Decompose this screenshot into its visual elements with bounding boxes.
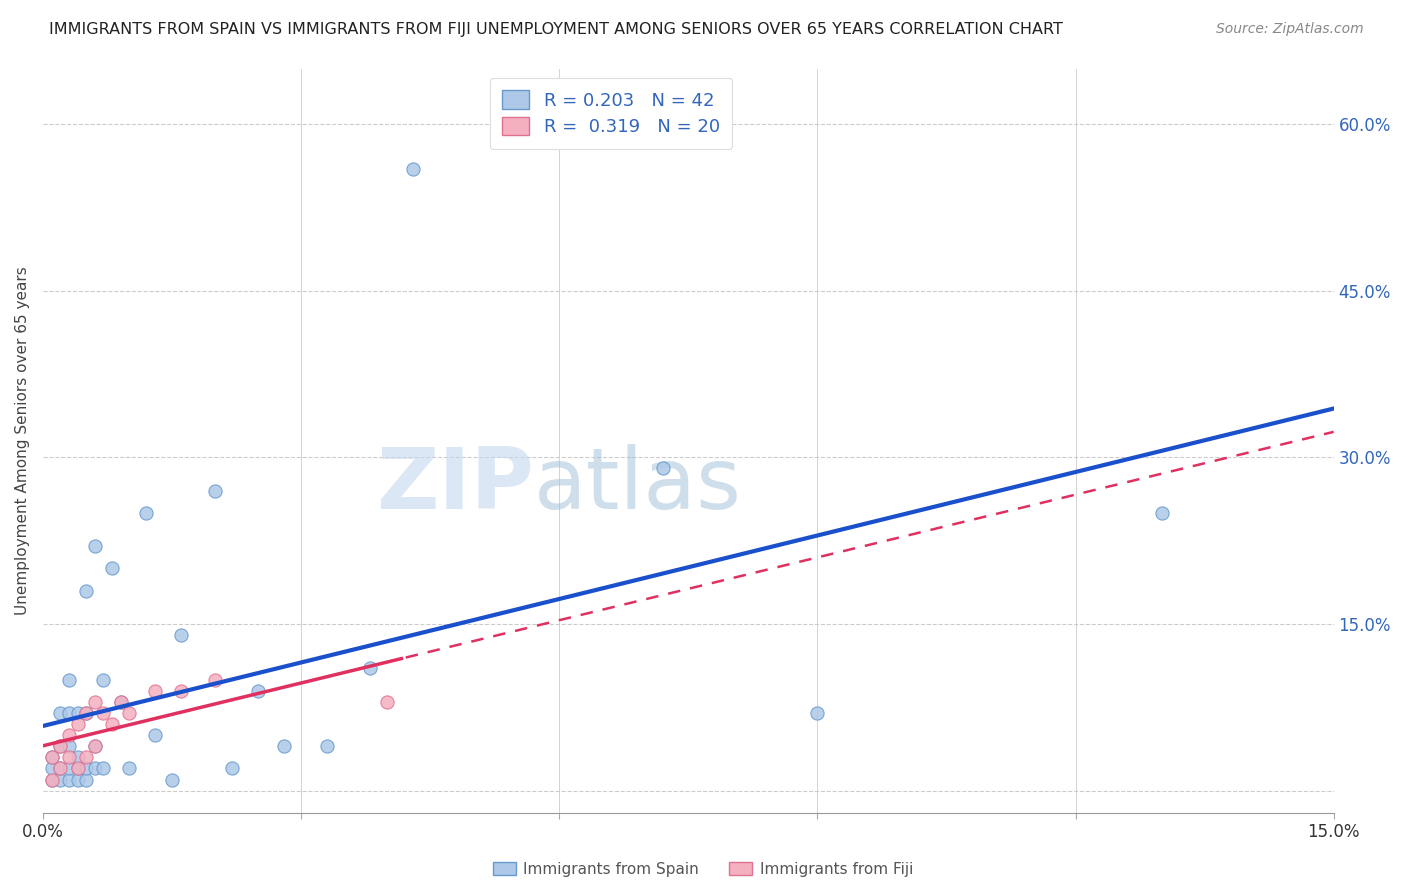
Point (49, 739, 72, 754)
Point (651, 461, 673, 475)
Point (41, 772, 63, 787)
Point (58, 739, 80, 754)
Text: Source: ZipAtlas.com: Source: ZipAtlas.com (1216, 22, 1364, 37)
Point (66, 750, 89, 764)
Point (247, 683, 270, 698)
Point (83, 539, 105, 553)
Point (93, 673, 115, 687)
Point (83, 739, 105, 754)
Point (58, 706, 80, 720)
Point (170, 628, 193, 642)
Point (75, 706, 97, 720)
Point (66, 717, 89, 731)
Point (1150, 506, 1173, 520)
Point (49, 772, 72, 787)
Point (75, 762, 97, 776)
Point (66, 772, 89, 787)
Point (110, 695, 132, 709)
Point (806, 706, 828, 720)
Point (58, 750, 80, 764)
Point (58, 772, 80, 787)
Point (83, 739, 105, 754)
Point (204, 673, 226, 687)
Text: atlas: atlas (533, 444, 741, 527)
Point (41, 762, 63, 776)
Point (101, 717, 124, 731)
Point (41, 750, 63, 764)
Point (58, 762, 80, 776)
Text: IMMIGRANTS FROM SPAIN VS IMMIGRANTS FROM FIJI UNEMPLOYMENT AMONG SENIORS OVER 65: IMMIGRANTS FROM SPAIN VS IMMIGRANTS FROM… (49, 22, 1063, 37)
Point (58, 673, 80, 687)
Point (170, 683, 193, 698)
Point (316, 739, 339, 754)
Point (402, 161, 425, 176)
Point (93, 762, 115, 776)
Point (75, 706, 97, 720)
Point (204, 483, 226, 498)
Point (143, 728, 166, 742)
Text: ZIP: ZIP (375, 444, 533, 527)
Point (221, 762, 243, 776)
Point (75, 750, 97, 764)
Point (143, 683, 166, 698)
Point (66, 762, 89, 776)
Point (49, 762, 72, 776)
Point (75, 583, 97, 598)
Point (41, 772, 63, 787)
Point (66, 762, 89, 776)
Legend: Immigrants from Spain, Immigrants from Fiji: Immigrants from Spain, Immigrants from F… (485, 854, 921, 884)
Point (83, 695, 105, 709)
Point (49, 706, 72, 720)
Point (118, 762, 141, 776)
Point (41, 750, 63, 764)
Point (49, 762, 72, 776)
Point (66, 706, 89, 720)
Point (58, 728, 80, 742)
Point (135, 506, 157, 520)
Legend: R = 0.203   N = 42, R =  0.319   N = 20: R = 0.203 N = 42, R = 0.319 N = 20 (489, 78, 733, 149)
Point (110, 695, 132, 709)
Point (118, 706, 141, 720)
Point (101, 561, 124, 575)
Point (359, 661, 381, 675)
Point (83, 762, 105, 776)
Point (75, 772, 97, 787)
Point (273, 739, 295, 754)
Point (93, 706, 115, 720)
Point (49, 739, 72, 754)
Point (162, 772, 184, 787)
Y-axis label: Unemployment Among Seniors over 65 years: Unemployment Among Seniors over 65 years (15, 267, 30, 615)
Point (375, 695, 398, 709)
